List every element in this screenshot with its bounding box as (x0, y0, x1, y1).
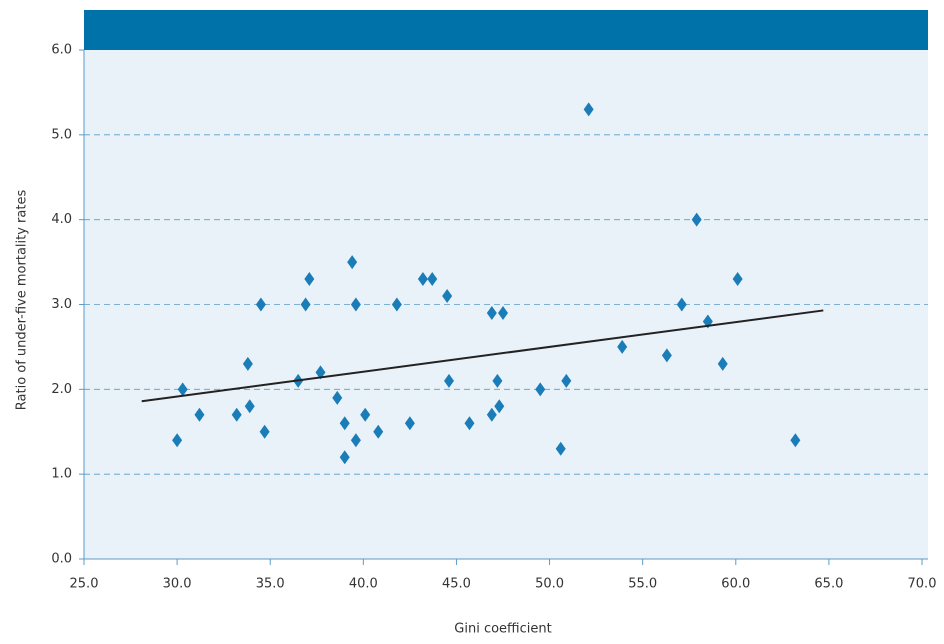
x-tick-label: 55.0 (628, 577, 657, 592)
data-point (244, 399, 255, 414)
data-point (347, 255, 358, 270)
data-point (315, 365, 326, 380)
x-tick-label: 35.0 (256, 577, 285, 592)
data-point (427, 272, 438, 287)
data-point (373, 424, 384, 439)
data-point (486, 305, 497, 320)
y-tick-label: 0.0 (51, 552, 72, 567)
data-point (617, 339, 628, 354)
x-tick-label: 30.0 (163, 577, 192, 592)
x-tick-label: 40.0 (349, 577, 378, 592)
data-point (486, 407, 497, 422)
data-point (417, 272, 428, 287)
data-point (494, 399, 505, 414)
data-point (391, 297, 402, 312)
data-point (443, 373, 454, 388)
y-tick-label: 6.0 (51, 43, 72, 58)
data-point (177, 382, 188, 397)
data-point (360, 407, 371, 422)
data-point (339, 416, 350, 431)
y-axis-title: Ratio of under-five mortality rates (15, 190, 30, 411)
data-point (404, 416, 415, 431)
y-tick-label: 2.0 (51, 382, 72, 397)
data-point (583, 102, 594, 117)
x-tick-label: 65.0 (814, 577, 843, 592)
data-point (442, 289, 453, 304)
data-point (676, 297, 687, 312)
data-point (350, 297, 361, 312)
x-tick-label: 50.0 (535, 577, 564, 592)
data-point (332, 390, 343, 405)
data-point (194, 407, 205, 422)
data-point (492, 373, 503, 388)
y-tick-label: 1.0 (51, 467, 72, 482)
data-point (300, 297, 311, 312)
data-point (350, 433, 361, 448)
y-tick-label: 5.0 (51, 127, 72, 142)
plot-background (84, 10, 928, 559)
data-point (259, 424, 270, 439)
data-point (255, 297, 266, 312)
data-point (464, 416, 475, 431)
data-point (555, 441, 566, 456)
x-axis-title: Gini coefficient (454, 622, 551, 637)
data-point (717, 356, 728, 371)
trend-line (141, 309, 824, 403)
x-tick-label: 25.0 (70, 577, 99, 592)
data-point (242, 356, 253, 371)
y-tick-label: 4.0 (51, 212, 72, 227)
data-point (231, 407, 242, 422)
data-point (535, 382, 546, 397)
data-point (498, 305, 508, 320)
header-band (84, 10, 928, 50)
data-point (790, 433, 801, 448)
x-tick-label: 70.0 (908, 577, 937, 592)
x-tick-label: 45.0 (442, 577, 471, 592)
data-point (732, 272, 743, 287)
y-tick-label: 3.0 (51, 297, 72, 312)
data-point (691, 212, 702, 227)
data-point (661, 348, 672, 363)
data-point (561, 373, 572, 388)
data-point (339, 450, 350, 465)
data-point (172, 433, 183, 448)
data-point (304, 272, 315, 287)
x-tick-label: 60.0 (721, 577, 750, 592)
